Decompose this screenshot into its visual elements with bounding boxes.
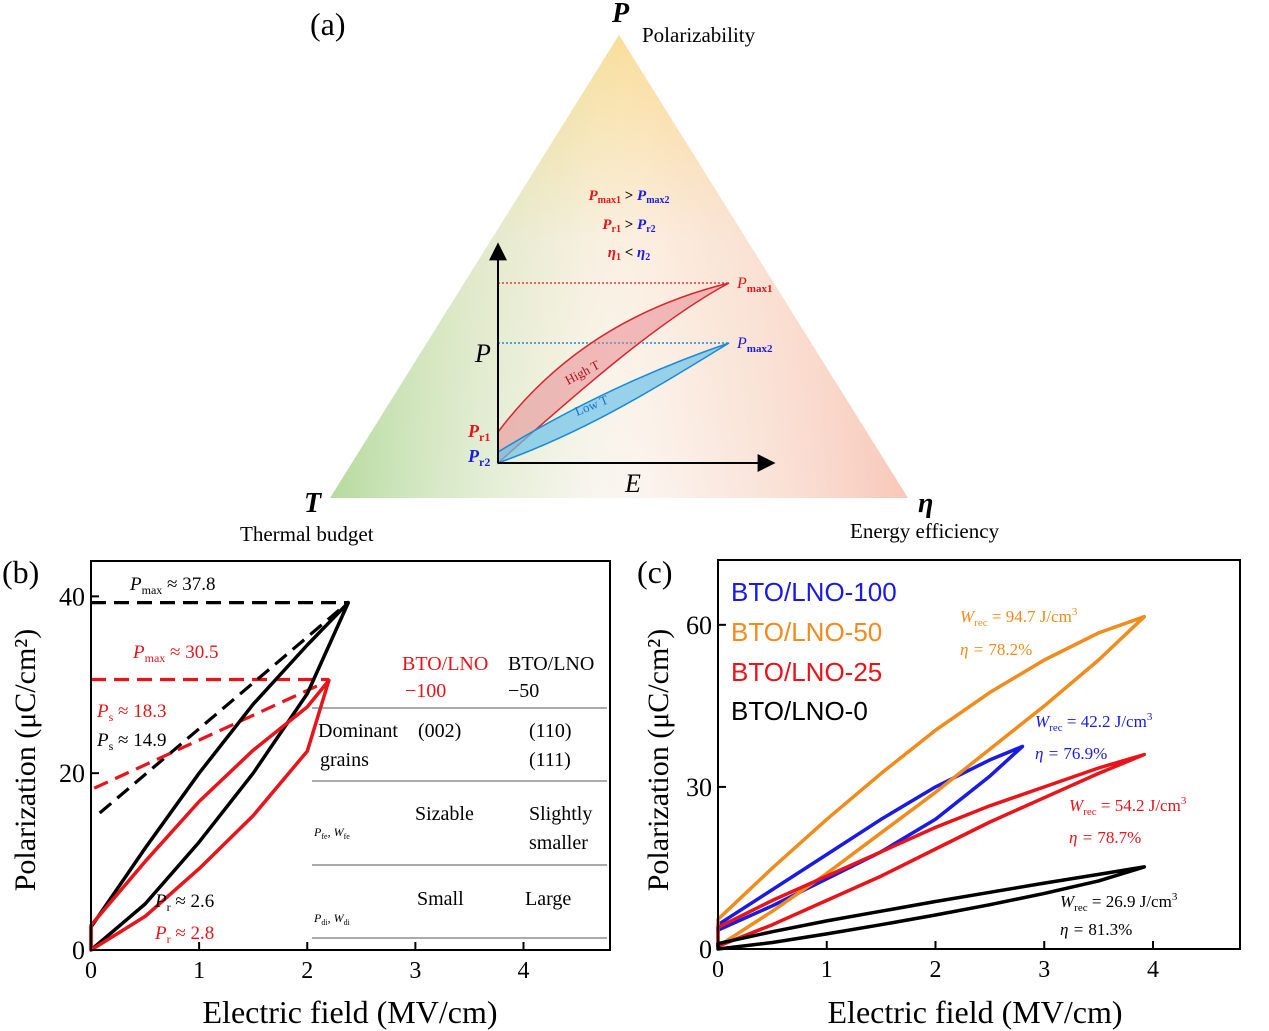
annot-black-w: Wrec = 26.9 J/cm3: [1060, 891, 1178, 914]
plotB-ytick-label: 40: [59, 582, 85, 611]
table-row3-c1: Small: [417, 888, 464, 910]
panel-b-label: (b): [2, 554, 39, 590]
svg-text:Pr1 > Pr2: Pr1 > Pr2: [602, 217, 655, 235]
vertex-eta-name: Energy efficiency: [850, 519, 1000, 543]
annot-orange-eta: η = 78.2%: [960, 640, 1032, 659]
plotB-xtick-label: 0: [85, 958, 97, 984]
vertex-t-name: Thermal budget: [240, 522, 374, 546]
annot-pr-black: Pr ≈ 2.6: [154, 891, 214, 914]
panel-c-label: (c): [637, 554, 673, 590]
relations: Pmax1 > Pmax2 Pr1 > Pr2 η1 < η2: [588, 188, 669, 263]
annot-blue-w: Wrec = 42.2 J/cm3: [1035, 711, 1153, 734]
panel-b-ylabel: Polarization (μC/cm²): [9, 629, 42, 892]
plotC-xtick-label: 3: [1038, 957, 1050, 983]
vertex-p-name: Polarizability: [642, 23, 756, 47]
triangle-pink-shade: [330, 35, 908, 498]
svg-text:η1 < η2: η1 < η2: [608, 245, 651, 263]
plotC-series-0-loop: [716, 744, 1025, 932]
annot-blue-eta: η = 76.9%: [1035, 744, 1107, 763]
inset-low-t-loop: [497, 342, 730, 465]
legend-item-25: BTO/LNO-25: [731, 657, 882, 687]
table-row1-c2-2: (111): [529, 749, 571, 771]
table-row2-c2-1: Slightly: [529, 803, 592, 825]
inset-pmax1-label: Pmax1: [736, 275, 772, 295]
plotB-ytick-label: 20: [59, 759, 85, 788]
plotB-reference-line-3: [93, 681, 325, 790]
legend-item-50: BTO/LNO-50: [731, 617, 882, 647]
legend-item-100: BTO/LNO-100: [731, 577, 897, 607]
panel-c-legend: BTO/LNO-100 BTO/LNO-50 BTO/LNO-25 BTO/LN…: [731, 577, 897, 726]
plotB-reference-line-2: [98, 608, 341, 815]
inset-xlabel: E: [624, 469, 641, 498]
table-col1-head-2: −100: [405, 680, 446, 702]
annot-ps-red: Ps ≈ 18.3: [96, 701, 166, 724]
plotC-series-2-loop: [716, 752, 1147, 949]
annot-red-eta: η = 78.7%: [1069, 828, 1141, 847]
annot-ps-black: Ps ≈ 14.9: [96, 730, 166, 753]
plotC-xtick-label: 4: [1147, 957, 1159, 983]
plotB-xtick-label: 4: [518, 958, 530, 984]
panel-a: (a) P Polarizability T Thermal budget η …: [240, 0, 1000, 546]
plotB-xtick-label: 3: [409, 958, 421, 984]
annot-pmax-red: Pmax ≈ 30.5: [132, 642, 218, 665]
plotB-series-1-loop: [89, 678, 331, 952]
panel-b-xlabel: Electric field (MV/cm): [203, 994, 498, 1030]
inset-pr1-label: Pr1: [467, 421, 490, 444]
plotB-ytick-label: 0: [72, 936, 85, 965]
panel-c-annotations: Wrec = 94.7 J/cm3 η = 78.2% Wrec = 42.2 …: [960, 606, 1187, 939]
table-row3-c2: Large: [525, 888, 571, 910]
plotC-ytick-label: 0: [699, 935, 712, 964]
plotC-xtick-label: 1: [821, 957, 833, 983]
panel-b-annotations: Pmax ≈ 37.8 Pmax ≈ 30.5 Ps ≈ 18.3 Ps ≈ 1…: [96, 574, 218, 946]
plotB-xtick-label: 1: [193, 958, 205, 984]
plotB-xtick-label: 2: [301, 958, 313, 984]
table-col1-head-1: BTO/LNO: [402, 653, 488, 675]
vertex-eta-symbol: η: [918, 488, 933, 519]
svg-text:Pmax1 > Pmax2: Pmax1 > Pmax2: [588, 188, 669, 206]
inset-pmax2-label: Pmax2: [736, 335, 773, 355]
plotC-ytick-label: 30: [686, 773, 712, 802]
panel-b-table: BTO/LNO −100 BTO/LNO −50 Dominant grains…: [312, 653, 607, 939]
annot-orange-w: Wrec = 94.7 J/cm3: [960, 606, 1078, 629]
panel-c-plot: 0 1 2 3 4 0 30 60: [686, 559, 1241, 983]
panel-c-ylabel: Polarization (μC/cm²): [642, 629, 675, 892]
table-row2-label: Pfe, Wfe: [313, 825, 350, 841]
panel-c-xlabel: Electric field (MV/cm): [828, 994, 1123, 1030]
legend-item-0: BTO/LNO-0: [731, 696, 868, 726]
vertex-p-symbol: P: [611, 0, 630, 29]
table-row1-label-2: grains: [320, 749, 369, 771]
vertex-t-symbol: T: [304, 488, 323, 519]
inset-high-t-loop: [497, 282, 730, 465]
plotC-xtick-label: 2: [930, 957, 942, 983]
table-col2-head-1: BTO/LNO: [508, 653, 594, 675]
annot-red-w: Wrec = 54.2 J/cm3: [1069, 795, 1187, 818]
table-row1-c1: (002): [418, 720, 461, 742]
table-row1-c2-1: (110): [529, 720, 572, 742]
table-col2-head-2: −50: [508, 680, 539, 702]
table-row1-label-1: Dominant: [318, 720, 398, 742]
plotB-frame: [90, 560, 611, 951]
plotC-series-3-loop: [716, 865, 1147, 951]
panel-c: (c) Polarization (μC/cm²) Electric field…: [637, 554, 1241, 1030]
plotC-xtick-label: 0: [712, 957, 724, 983]
annot-black-eta: η = 81.3%: [1060, 920, 1132, 939]
panel-a-label: (a): [310, 6, 346, 42]
table-row2-c1: Sizable: [415, 803, 474, 825]
plotC-frame: [717, 559, 1241, 950]
table-row2-c2-2: smaller: [529, 832, 588, 854]
panel-b: (b) Polarization (μC/cm²) Electric field…: [2, 554, 611, 1030]
table-row3-label: Pdi, Wdi: [313, 911, 351, 927]
annot-pr-red: Pr ≈ 2.8: [154, 923, 214, 946]
inset-ylabel: P: [474, 339, 491, 368]
plotB-series-0-loop: [89, 600, 351, 952]
annot-pmax-black: Pmax ≈ 37.8: [129, 574, 215, 597]
plotC-ytick-label: 60: [686, 611, 712, 640]
inset-pr2-label: Pr2: [467, 446, 490, 469]
